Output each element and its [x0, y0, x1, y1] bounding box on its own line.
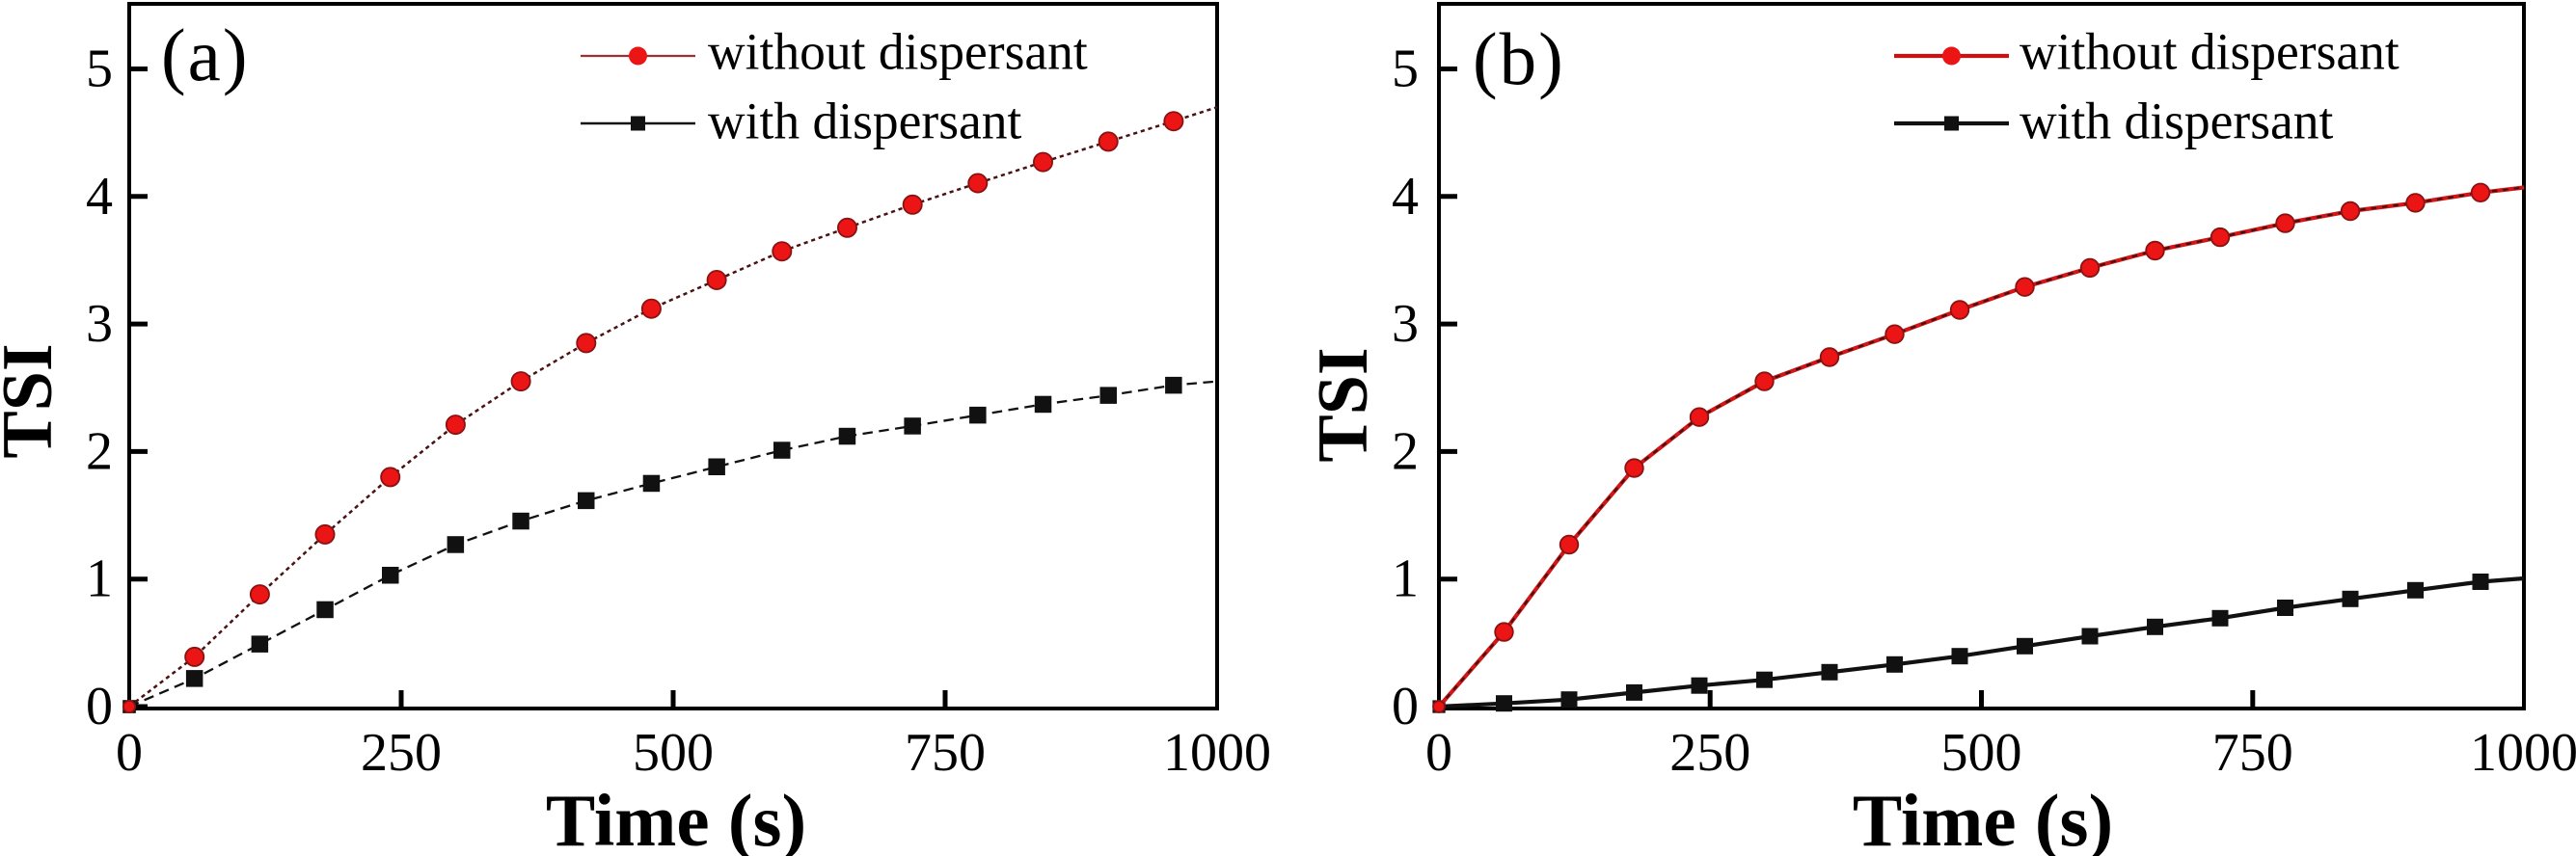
svg-text:500: 500 — [1941, 723, 2022, 783]
svg-text:TSI: TSI — [1304, 347, 1383, 462]
svg-text:1: 1 — [86, 549, 113, 609]
svg-text:TSI: TSI — [0, 343, 68, 458]
svg-text:(b): (b) — [1473, 17, 1565, 100]
svg-text:2: 2 — [1392, 421, 1419, 481]
svg-text:500: 500 — [633, 723, 714, 783]
svg-text:Time (s): Time (s) — [546, 779, 806, 856]
svg-text:3: 3 — [86, 294, 113, 354]
svg-text:2: 2 — [86, 421, 113, 481]
svg-text:without dispersant: without dispersant — [2020, 23, 2400, 81]
svg-text:4: 4 — [1392, 167, 1419, 227]
svg-text:Time (s): Time (s) — [1853, 779, 2113, 856]
svg-text:5: 5 — [1392, 40, 1419, 99]
svg-text:750: 750 — [2212, 723, 2293, 783]
svg-text:1: 1 — [1392, 549, 1419, 609]
svg-text:(a): (a) — [161, 13, 249, 96]
svg-text:3: 3 — [1392, 294, 1419, 354]
svg-text:0: 0 — [86, 677, 113, 736]
svg-text:0: 0 — [1392, 677, 1419, 736]
svg-text:4: 4 — [86, 167, 113, 227]
svg-text:1000: 1000 — [2470, 723, 2576, 783]
svg-text:250: 250 — [361, 723, 442, 783]
svg-text:250: 250 — [1669, 723, 1750, 783]
svg-text:750: 750 — [905, 723, 986, 783]
svg-text:0: 0 — [1425, 723, 1452, 783]
svg-text:1000: 1000 — [1163, 723, 1271, 783]
svg-text:without dispersant: without dispersant — [708, 23, 1088, 81]
svg-text:with dispersant: with dispersant — [708, 93, 1022, 150]
svg-text:5: 5 — [86, 40, 113, 99]
svg-text:0: 0 — [116, 723, 143, 783]
svg-text:with dispersant: with dispersant — [2020, 93, 2334, 150]
